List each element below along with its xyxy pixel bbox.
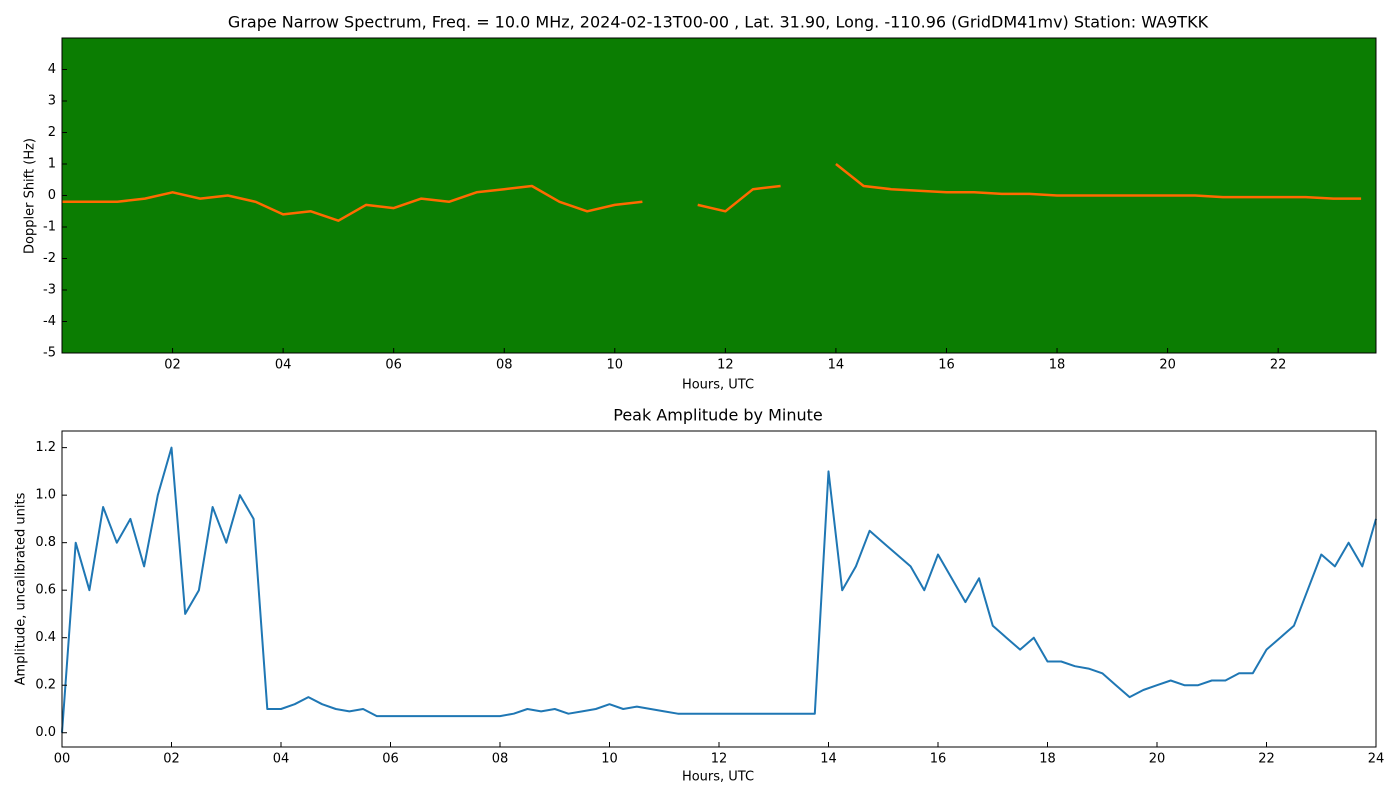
y-tick-label: 1.0 <box>35 488 56 503</box>
x-tick-label: 20 <box>1149 752 1166 767</box>
y-tick-label: -1 <box>43 220 56 235</box>
x-tick-label: 22 <box>1258 752 1275 767</box>
x-tick-label: 16 <box>938 358 955 373</box>
y-tick-label: 0.2 <box>35 678 56 693</box>
x-tick-label: 06 <box>385 358 402 373</box>
x-axis-label: Hours, UTC <box>682 378 754 393</box>
y-tick-label: 1 <box>48 157 56 172</box>
x-tick-label: 12 <box>711 752 728 767</box>
x-tick-label: 10 <box>601 752 618 767</box>
x-tick-label: 10 <box>607 358 624 373</box>
y-tick-label: 3 <box>48 94 56 109</box>
x-tick-label: 16 <box>930 752 947 767</box>
x-tick-label: 18 <box>1049 358 1066 373</box>
x-axis-label: Hours, UTC <box>682 770 754 785</box>
x-tick-label: 18 <box>1039 752 1056 767</box>
doppler-trace <box>62 163 1362 222</box>
x-tick-label: 14 <box>820 752 837 767</box>
x-tick-label: 04 <box>273 752 290 767</box>
y-tick-label: -2 <box>43 251 56 266</box>
amplitude-line <box>61 446 1377 733</box>
y-tick-label: -4 <box>43 314 56 329</box>
y-axis-label: Amplitude, uncalibrated units <box>14 492 29 685</box>
y-tick-label: 1.2 <box>35 440 56 455</box>
x-tick-label: 02 <box>164 358 181 373</box>
chart-title: Peak Amplitude by Minute <box>613 406 823 425</box>
x-tick-label: 24 <box>1368 752 1385 767</box>
y-tick-label: 2 <box>48 125 56 140</box>
x-tick-label: 14 <box>828 358 845 373</box>
x-tick-label: 08 <box>492 752 509 767</box>
y-tick-label: -3 <box>43 283 56 298</box>
x-tick-label: 08 <box>496 358 513 373</box>
x-tick-label: 20 <box>1159 358 1176 373</box>
y-tick-label: 0.0 <box>35 725 56 740</box>
y-tick-label: 0.6 <box>35 583 56 598</box>
chart-title: Grape Narrow Spectrum, Freq. = 10.0 MHz,… <box>228 13 1209 32</box>
x-tick-label: 06 <box>382 752 399 767</box>
y-tick-label: 4 <box>48 62 56 77</box>
x-tick-label: 00 <box>54 752 71 767</box>
y-axis-label: Doppler Shift (Hz) <box>23 138 38 254</box>
y-tick-label: 0 <box>48 188 56 203</box>
y-tick-label: 0.4 <box>35 630 56 645</box>
y-tick-label: 0.8 <box>35 535 56 550</box>
y-tick-label: -5 <box>43 346 56 361</box>
x-tick-label: 02 <box>163 752 180 767</box>
x-tick-label: 04 <box>275 358 292 373</box>
x-tick-label: 22 <box>1270 358 1287 373</box>
x-tick-label: 12 <box>717 358 734 373</box>
